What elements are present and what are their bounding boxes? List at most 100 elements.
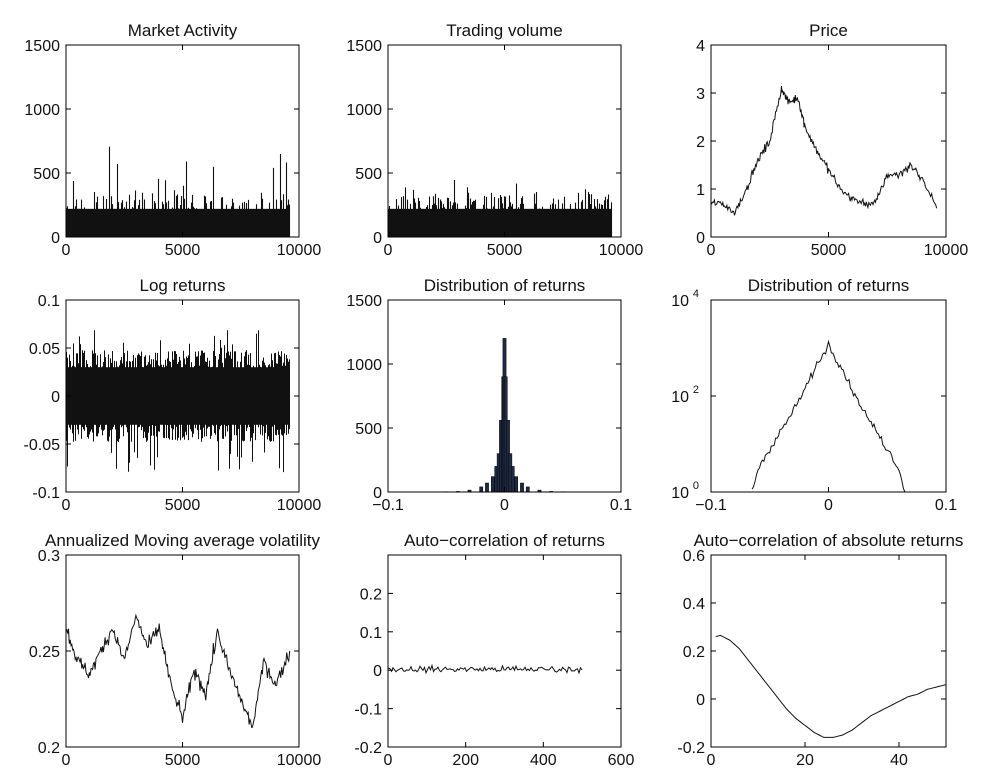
y-tick-label: -0.2	[354, 740, 382, 757]
plot-area	[388, 179, 613, 237]
x-tick-label: −0.1	[372, 497, 404, 514]
plot-area	[444, 338, 565, 492]
panel-2: Trading volume 0 5000 10000 0 500 1000 1500	[346, 21, 643, 259]
y-tick-label: 0	[51, 389, 60, 406]
y-tick-label: 1000	[24, 102, 60, 119]
x-tick-label: 10000	[924, 242, 969, 259]
y-tick-label: 0.2	[683, 644, 705, 661]
x-tick-label: 0	[824, 497, 833, 514]
x-tick-label: 0	[62, 497, 71, 514]
returns-core	[66, 367, 290, 425]
y-tick-label: 1500	[346, 38, 382, 55]
y-tick-label: 0.2	[38, 740, 60, 757]
y-tick-label: 0	[373, 485, 382, 502]
panel-title: Annualized Moving average volatility	[45, 531, 320, 550]
x-tick-label: 10000	[277, 752, 322, 769]
panel-7: Annualized Moving average volatility 0 500…	[29, 531, 321, 769]
series-line	[711, 85, 938, 216]
x-tick-label: 0	[707, 242, 716, 259]
x-tick-label: 5000	[487, 242, 523, 259]
series-line	[66, 613, 291, 728]
y-tick-label: 1500	[24, 38, 60, 55]
y-tick-label: -0.05	[24, 437, 61, 454]
plot-area	[66, 613, 291, 728]
axes-frame	[387, 554, 622, 748]
y-tick-label: -0.2	[677, 740, 705, 757]
x-tick-label: 10000	[277, 497, 322, 514]
histogram-bar	[537, 489, 542, 492]
y-tick-label: 0.4	[683, 596, 705, 613]
y-tick-label: 3	[696, 86, 705, 103]
y-tick-label: 2	[696, 134, 705, 151]
panel-title: Auto−correlation of absolute returns	[694, 531, 964, 550]
y-tick-label: 1000	[346, 102, 382, 119]
y-tick-label: 500	[355, 421, 382, 438]
series-line	[715, 634, 946, 738]
y-tick-exponent: 2	[693, 384, 699, 396]
x-tick-label: 10000	[277, 242, 322, 259]
y-tick-label: 0	[373, 663, 382, 680]
plot-area	[388, 663, 583, 675]
x-tick-label: 5000	[811, 242, 847, 259]
panel-title: Market Activity	[128, 21, 238, 40]
x-tick-label: 0	[500, 497, 509, 514]
axes-frame	[65, 44, 300, 238]
y-tick-label: 0.2	[360, 586, 382, 603]
x-tick-label: 0	[384, 752, 393, 769]
x-tick-label: 20	[796, 752, 814, 769]
y-tick-label: 0.05	[29, 341, 60, 358]
y-tick-label: 1500	[346, 293, 382, 310]
panel-title: Distribution of returns	[424, 276, 586, 295]
y-tick-label: 0	[373, 230, 382, 247]
histogram-bar	[514, 476, 518, 492]
y-tick-label: 0.6	[683, 548, 705, 565]
plot-area	[66, 330, 290, 473]
y-tick-exponent: 4	[693, 288, 699, 300]
panel-9: Auto−correlation of absolute returns 0 20 4…	[677, 531, 963, 769]
x-tick-label: 40	[890, 752, 908, 769]
y-tick-label: 1000	[346, 357, 382, 374]
y-tick-label: 0.1	[360, 625, 382, 642]
histogram-bar	[491, 476, 495, 492]
x-tick-label: 0	[384, 242, 393, 259]
histogram-bar	[510, 466, 515, 492]
y-tick-label: 0.25	[29, 644, 60, 661]
x-tick-label: 5000	[165, 752, 201, 769]
y-tick-label: 0	[696, 230, 705, 247]
x-tick-label: −0.1	[695, 497, 727, 514]
x-tick-label: 5000	[165, 242, 201, 259]
plot-area	[715, 634, 946, 738]
y-tick-label: -0.1	[354, 702, 382, 719]
x-tick-label: 200	[452, 752, 479, 769]
panel-title: Auto−correlation of returns	[404, 531, 605, 550]
x-tick-label: 0.1	[610, 497, 632, 514]
axes-frame	[710, 44, 947, 238]
y-tick-exponent: 0	[693, 480, 699, 492]
axes-frame	[710, 299, 947, 493]
y-tick-label: -0.1	[32, 485, 60, 502]
histogram-bar	[485, 482, 489, 492]
y-tick-label: 0.3	[38, 548, 60, 565]
y-tick-label: 0	[51, 230, 60, 247]
histogram-bar	[520, 482, 524, 492]
y-tick-label: 10	[671, 389, 689, 406]
axes-frame	[710, 554, 947, 748]
y-tick-label: 10	[671, 485, 689, 502]
y-tick-label: 0	[696, 692, 705, 709]
panel-1: Market Activity 0 5000 10000 0 500 1000 1500	[24, 21, 321, 259]
bar-mass	[66, 208, 290, 237]
x-tick-label: 0	[62, 752, 71, 769]
panel-8: Auto−correlation of returns 0 200 400 600 -0.…	[354, 531, 634, 769]
x-tick-label: 5000	[165, 497, 201, 514]
x-tick-label: 10000	[599, 242, 644, 259]
panel-3: Price 0 5000 10000 0 1 2 3 4	[696, 21, 968, 259]
panel-6: Distribution of returns −0.1 0 0.1 10 0 10 2 10 4	[671, 276, 957, 514]
histogram-bar	[467, 489, 472, 492]
bar-mass	[388, 208, 612, 237]
y-tick-label: 4	[696, 38, 705, 55]
x-tick-label: 400	[530, 752, 557, 769]
x-tick-label: 0	[707, 752, 716, 769]
histogram-bar	[525, 486, 530, 492]
panel-5: Distribution of returns−0.1 0 0.1050010001…	[346, 276, 632, 514]
acf-series	[388, 663, 583, 675]
